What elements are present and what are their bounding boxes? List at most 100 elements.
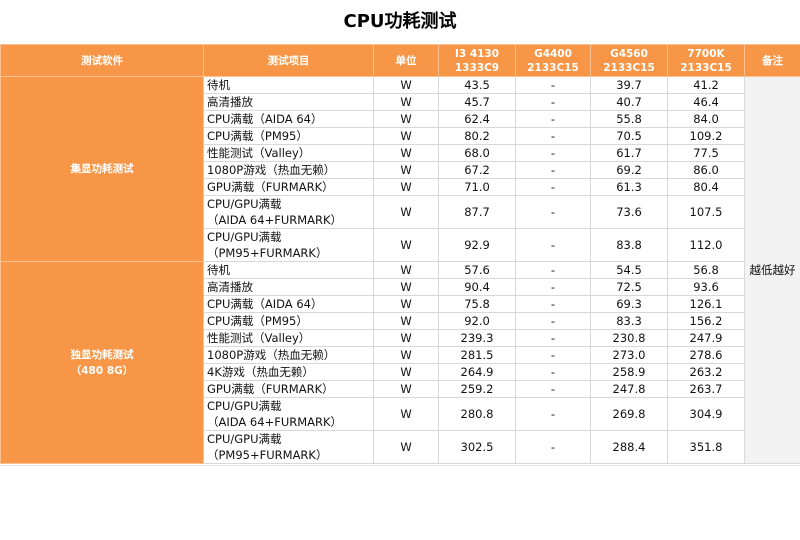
value-cell: - [516, 196, 591, 229]
test-item: 性能测试（Valley） [204, 330, 374, 347]
value-cell: 247.9 [668, 330, 745, 347]
value-cell: 69.2 [591, 162, 668, 179]
unit-cell: W [374, 296, 439, 313]
unit-cell: W [374, 145, 439, 162]
value-cell: 280.8 [439, 398, 516, 431]
value-cell: 239.3 [439, 330, 516, 347]
value-cell: 80.4 [668, 179, 745, 196]
value-cell: 247.8 [591, 381, 668, 398]
value-cell: 112.0 [668, 229, 745, 262]
value-cell: - [516, 128, 591, 145]
value-cell: - [516, 313, 591, 330]
value-cell: - [516, 162, 591, 179]
value-cell: 70.5 [591, 128, 668, 145]
value-cell: - [516, 262, 591, 279]
value-cell: 83.8 [591, 229, 668, 262]
value-cell: - [516, 77, 591, 94]
test-item: CPU/GPU满载（PM95+FURMARK） [204, 229, 374, 262]
unit-cell: W [374, 364, 439, 381]
value-cell: 84.0 [668, 111, 745, 128]
unit-cell: W [374, 128, 439, 145]
value-cell: 73.6 [591, 196, 668, 229]
value-cell: 39.7 [591, 77, 668, 94]
value-cell: 351.8 [668, 431, 745, 464]
value-cell: 109.2 [668, 128, 745, 145]
header-item: 测试项目 [204, 45, 374, 77]
unit-cell: W [374, 77, 439, 94]
value-cell: 71.0 [439, 179, 516, 196]
value-cell: 41.2 [668, 77, 745, 94]
value-cell: 87.7 [439, 196, 516, 229]
value-cell: 263.2 [668, 364, 745, 381]
value-cell: 43.5 [439, 77, 516, 94]
test-item: 1080P游戏（热血无赖） [204, 162, 374, 179]
value-cell: 56.8 [668, 262, 745, 279]
unit-cell: W [374, 313, 439, 330]
value-cell: - [516, 398, 591, 431]
value-cell: 54.5 [591, 262, 668, 279]
value-cell: 273.0 [591, 347, 668, 364]
value-cell: 45.7 [439, 94, 516, 111]
value-cell: 304.9 [668, 398, 745, 431]
test-item: 性能测试（Valley） [204, 145, 374, 162]
test-item: GPU满载（FURMARK） [204, 179, 374, 196]
value-cell: 90.4 [439, 279, 516, 296]
unit-cell: W [374, 279, 439, 296]
unit-cell: W [374, 179, 439, 196]
note-cell: 越低越好 [745, 77, 800, 464]
value-cell: 83.3 [591, 313, 668, 330]
value-cell: 281.5 [439, 347, 516, 364]
page-title: CPU功耗测试 [0, 0, 800, 44]
value-cell: 92.0 [439, 313, 516, 330]
value-cell: 77.5 [668, 145, 745, 162]
value-cell: 230.8 [591, 330, 668, 347]
unit-cell: W [374, 381, 439, 398]
value-cell: 57.6 [439, 262, 516, 279]
test-item: 1080P游戏（热血无赖） [204, 347, 374, 364]
value-cell: 126.1 [668, 296, 745, 313]
value-cell: - [516, 296, 591, 313]
unit-cell: W [374, 398, 439, 431]
value-cell: 61.7 [591, 145, 668, 162]
value-cell: - [516, 364, 591, 381]
value-cell: - [516, 347, 591, 364]
value-cell: 61.3 [591, 179, 668, 196]
value-cell: 93.6 [668, 279, 745, 296]
header-software: 测试软件 [1, 45, 204, 77]
unit-cell: W [374, 431, 439, 464]
value-cell: 302.5 [439, 431, 516, 464]
value-cell: 288.4 [591, 431, 668, 464]
test-item: CPU满载（PM95） [204, 313, 374, 330]
test-item: CPU/GPU满载（PM95+FURMARK） [204, 431, 374, 464]
value-cell: 86.0 [668, 162, 745, 179]
test-item: 高清播放 [204, 94, 374, 111]
value-cell: 80.2 [439, 128, 516, 145]
value-cell: 75.8 [439, 296, 516, 313]
value-cell: 258.9 [591, 364, 668, 381]
empty-area [0, 465, 800, 540]
unit-cell: W [374, 111, 439, 128]
value-cell: 263.7 [668, 381, 745, 398]
test-item: 高清播放 [204, 279, 374, 296]
group-label: 集显功耗测试 [1, 77, 204, 262]
value-cell: - [516, 279, 591, 296]
value-cell: - [516, 229, 591, 262]
test-item: 4K游戏（热血无赖） [204, 364, 374, 381]
test-item: GPU满载（FURMARK） [204, 381, 374, 398]
value-cell: - [516, 111, 591, 128]
value-cell: - [516, 94, 591, 111]
value-cell: 107.5 [668, 196, 745, 229]
group-label: 独显功耗测试（480 8G） [1, 262, 204, 464]
unit-cell: W [374, 229, 439, 262]
value-cell: 259.2 [439, 381, 516, 398]
value-cell: 68.0 [439, 145, 516, 162]
unit-cell: W [374, 162, 439, 179]
